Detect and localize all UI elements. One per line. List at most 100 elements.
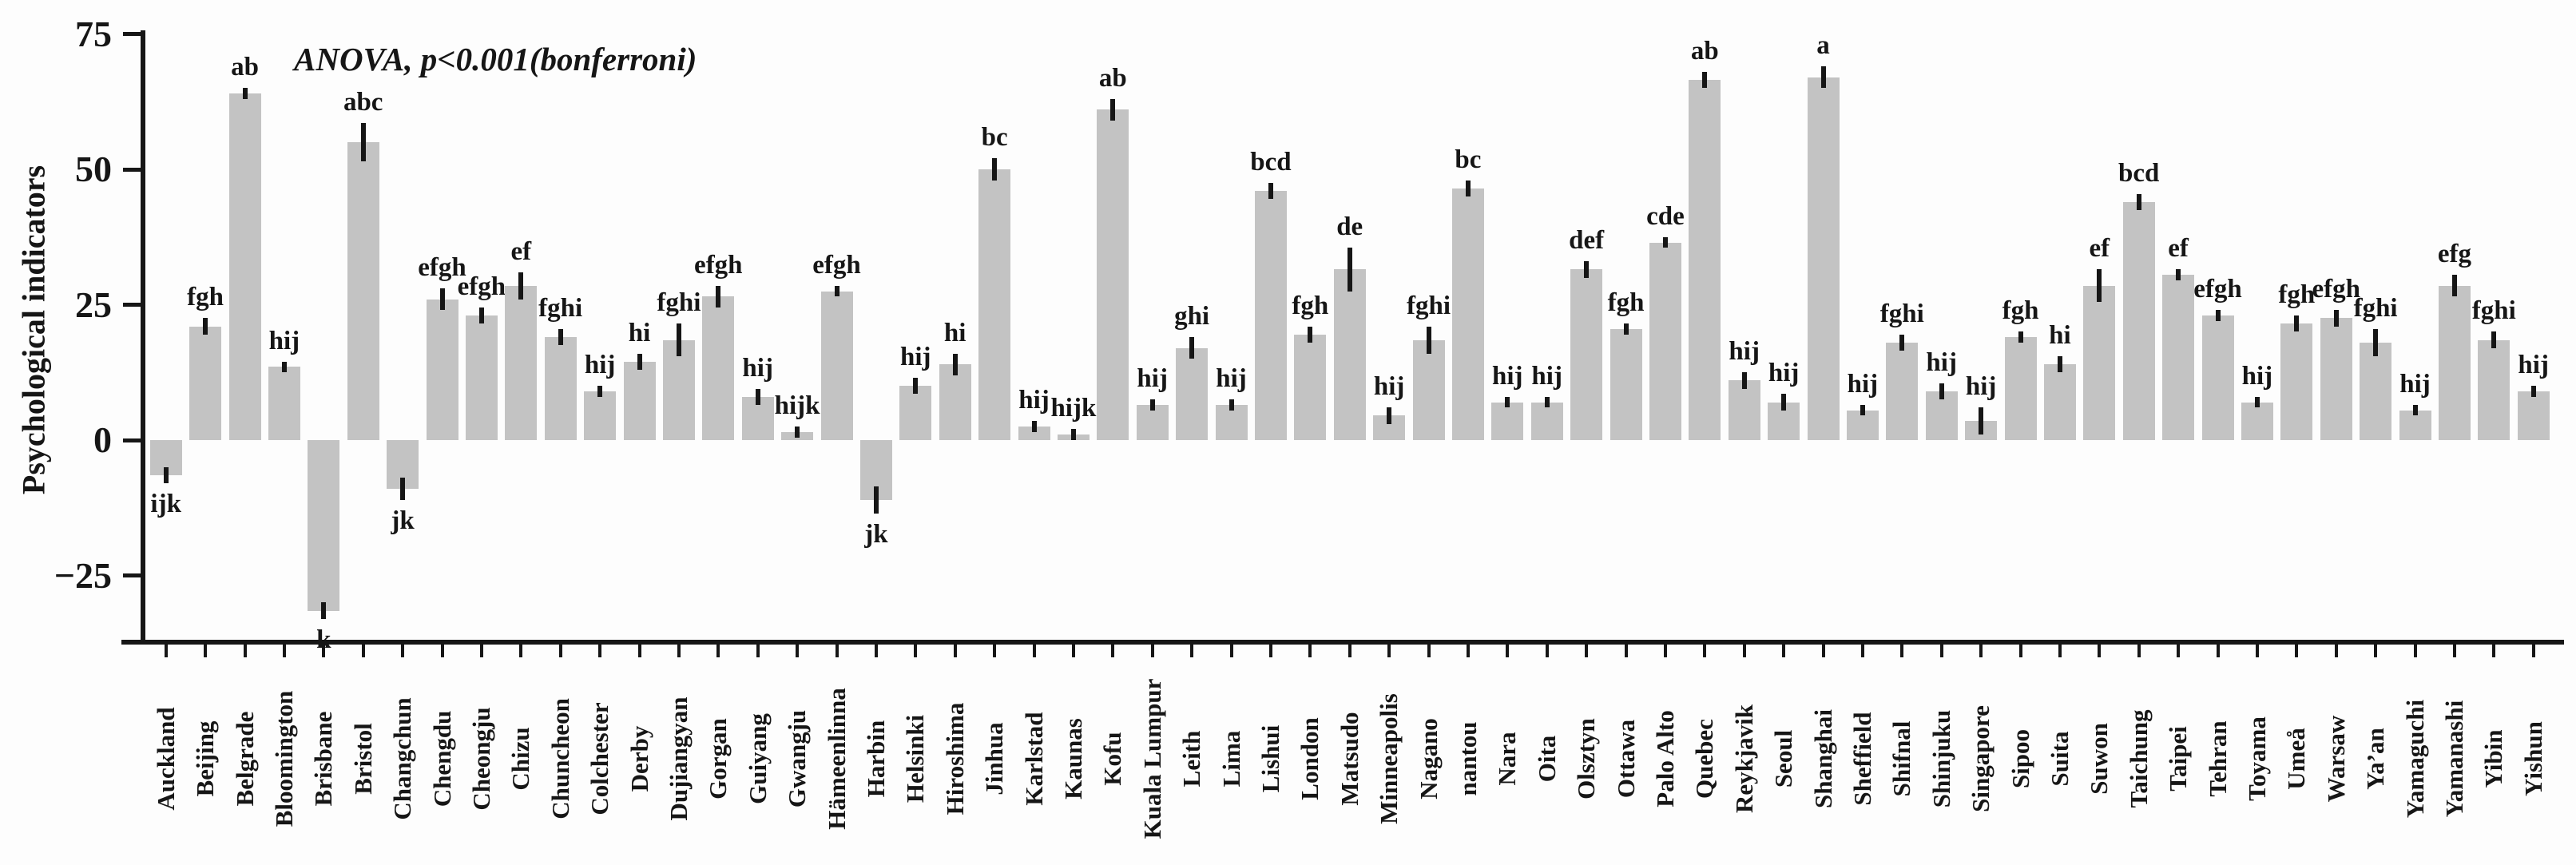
- bar-hämeenlinna: [820, 291, 853, 440]
- error-bar: [400, 478, 406, 500]
- x-tick: [874, 645, 878, 657]
- error-bar: [1702, 71, 1708, 89]
- bar-leith: [1176, 347, 1209, 440]
- x-tick: [1624, 645, 1628, 657]
- x-tick: [2295, 645, 2299, 657]
- x-tick-label: Gorgan: [704, 718, 732, 800]
- bar-yamanashi: [2438, 285, 2471, 440]
- sig-letter: fghi: [1406, 291, 1451, 320]
- x-tick-label: Sipoo: [2006, 728, 2034, 789]
- bar-belgrade: [228, 93, 261, 440]
- sig-letter: bcd: [1250, 147, 1292, 177]
- bar-yishun: [2517, 391, 2550, 440]
- x-tick-label: London: [1296, 717, 1324, 800]
- sig-letter: fgh: [2002, 296, 2039, 326]
- bar-palo-alto: [1649, 242, 1681, 440]
- sig-letter: hij: [1137, 364, 1168, 394]
- x-tick-label: Chizu: [506, 727, 535, 791]
- x-tick: [2255, 645, 2259, 657]
- x-tick: [282, 645, 286, 657]
- error-bar: [478, 307, 484, 324]
- sig-letter: ab: [1098, 63, 1127, 93]
- error-bar: [1347, 248, 1352, 292]
- bar-lishui: [1254, 191, 1287, 440]
- x-tick-label: Bristol: [348, 723, 377, 795]
- bar-colchester: [584, 391, 617, 440]
- sig-letter: efgh: [694, 250, 743, 280]
- error-bar: [1662, 236, 1668, 248]
- x-tick-label: Shinjuku: [1927, 709, 1955, 808]
- bar-quebec: [1689, 80, 1721, 440]
- bar-nantou: [1451, 188, 1484, 440]
- x-tick-label: Shifnal: [1887, 720, 1916, 797]
- x-tick: [322, 645, 326, 657]
- x-tick: [558, 645, 562, 657]
- error-bar: [163, 466, 169, 484]
- x-tick: [1821, 645, 1825, 657]
- sig-letter: fgh: [1607, 288, 1645, 318]
- error-bar: [795, 427, 800, 438]
- bar-chuncheon: [544, 337, 577, 440]
- x-tick: [2018, 645, 2022, 657]
- x-tick: [1427, 645, 1431, 657]
- error-bar: [2215, 310, 2221, 321]
- x-tick-label: Kofu: [1098, 732, 1127, 786]
- bar-karlstad: [1018, 427, 1050, 440]
- sig-letter: fghi: [2471, 296, 2516, 326]
- x-tick: [1268, 645, 1272, 657]
- bar-sipoo: [2004, 337, 2037, 440]
- sig-letter: efgh: [457, 272, 506, 301]
- sig-letter: hij: [1018, 386, 1050, 415]
- x-tick-label: Helsinki: [901, 714, 930, 803]
- x-tick-label: Suita: [2045, 731, 2074, 787]
- sig-letter: hij: [268, 326, 300, 355]
- error-bar: [2491, 331, 2497, 348]
- bar-brisbane: [308, 440, 340, 611]
- x-tick-label: Beijing: [191, 720, 220, 797]
- x-tick: [598, 645, 602, 657]
- sig-letter: hij: [1847, 369, 1879, 399]
- error-bar: [1268, 182, 1273, 200]
- error-bar: [1584, 261, 1590, 278]
- x-tick-label: Harbin: [861, 720, 890, 798]
- y-tick-label: 50: [75, 149, 112, 189]
- bar-kuala-lumpur: [1136, 404, 1169, 440]
- x-tick-label: Dujiangyan: [664, 696, 693, 821]
- y-tick: [123, 438, 142, 442]
- x-tick: [1703, 645, 1707, 657]
- sig-letter: jk: [391, 506, 415, 535]
- error-bar: [637, 353, 642, 370]
- x-tick-label: Yishun: [2518, 721, 2547, 796]
- x-tick: [2413, 645, 2417, 657]
- sig-letter: def: [1569, 226, 1605, 256]
- x-tick: [2492, 645, 2496, 657]
- x-tick: [440, 645, 444, 657]
- sig-letter: hij: [2241, 361, 2273, 391]
- bar-hiroshima: [939, 364, 971, 440]
- x-tick-label: Singapore: [1967, 705, 1995, 812]
- x-tick-label: Oita: [1532, 735, 1561, 783]
- y-tick: [123, 167, 142, 172]
- sig-letter: hi: [628, 318, 651, 347]
- x-tick-label: Jinhua: [980, 722, 1009, 796]
- x-tick-label: Guiyang: [743, 713, 772, 804]
- x-tick-label: Colchester: [585, 702, 614, 815]
- sig-letter: hij: [1926, 347, 1957, 377]
- x-tick-label: Brisbane: [309, 711, 338, 807]
- x-tick: [2452, 645, 2456, 657]
- x-tick-label: Hiroshima: [940, 702, 969, 815]
- x-tick: [1506, 645, 1510, 657]
- y-tick: [123, 32, 142, 36]
- error-bar: [755, 388, 760, 405]
- bar-gorgan: [702, 296, 735, 440]
- bar-ottawa: [1610, 329, 1642, 440]
- error-bar: [2294, 315, 2300, 332]
- x-tick-label: Kaunas: [1058, 718, 1087, 800]
- y-tick-label: 75: [75, 13, 112, 54]
- x-tick-label: Shanghai: [1808, 708, 1837, 809]
- bar-kofu: [1097, 109, 1129, 440]
- x-tick: [204, 645, 208, 657]
- x-tick: [1939, 645, 1943, 657]
- x-tick-label: Warsaw: [2321, 715, 2350, 803]
